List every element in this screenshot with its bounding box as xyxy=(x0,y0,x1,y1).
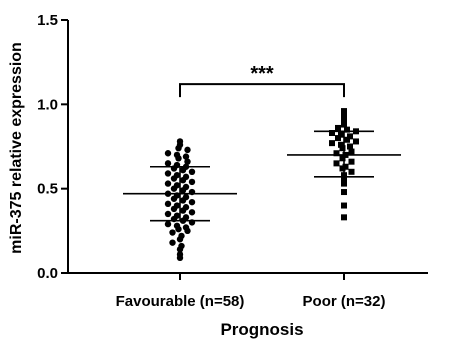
data-point-circle xyxy=(164,200,172,208)
significance-label: *** xyxy=(250,63,274,85)
data-point-square xyxy=(339,155,346,162)
data-point-square xyxy=(338,141,344,148)
data-point-circle xyxy=(170,195,178,202)
data-point-circle xyxy=(170,175,178,182)
data-point-circle xyxy=(169,239,176,246)
y-tick-label: 1.0 xyxy=(37,96,58,113)
data-points xyxy=(164,108,359,262)
data-point-circle xyxy=(164,210,172,218)
data-point-circle xyxy=(164,220,172,228)
data-point-square xyxy=(341,118,347,125)
data-point-circle xyxy=(169,229,176,236)
data-point-circle xyxy=(179,197,187,204)
y-axis-title: miR-375 relative expression xyxy=(8,42,25,254)
data-point-square xyxy=(329,140,335,147)
y-tick-label: 1.5 xyxy=(37,12,58,29)
data-point-circle xyxy=(179,177,187,184)
data-point-square xyxy=(347,143,353,150)
data-point-circle xyxy=(164,160,172,167)
data-point-circle xyxy=(164,170,172,177)
data-point-square xyxy=(344,126,350,133)
data-point-circle xyxy=(182,153,190,160)
y-tick-label: 0.0 xyxy=(37,265,58,282)
x-tick-label: Poor (n=32) xyxy=(303,293,386,310)
data-point-circle xyxy=(179,166,187,174)
data-point-square xyxy=(341,189,347,196)
data-point-square xyxy=(335,135,341,142)
data-point-square xyxy=(333,160,340,167)
data-point-square xyxy=(348,158,355,165)
data-point-square xyxy=(338,131,344,138)
data-point-circle xyxy=(175,144,182,152)
x-tick-label: Favourable (n=58) xyxy=(116,293,245,310)
data-point-circle xyxy=(175,155,182,162)
significance-annotation: *** xyxy=(179,63,345,98)
data-point-circle xyxy=(188,168,196,175)
data-point-square xyxy=(341,202,347,209)
data-point-square xyxy=(341,113,347,120)
x-axis-title: Prognosis xyxy=(220,320,303,339)
data-point-circle xyxy=(184,227,191,235)
data-point-square xyxy=(341,108,347,115)
data-point-circle xyxy=(164,180,172,187)
data-point-circle xyxy=(176,254,184,262)
mean-sd-bars xyxy=(123,130,401,222)
data-point-circle xyxy=(170,185,178,192)
data-point-circle xyxy=(170,205,178,213)
data-point-square xyxy=(341,175,347,182)
data-point-square xyxy=(335,124,341,131)
data-point-square xyxy=(339,145,346,152)
data-point-square xyxy=(347,133,353,140)
data-point-circle xyxy=(188,198,196,206)
data-point-square xyxy=(353,138,359,145)
data-point-square xyxy=(341,214,347,221)
data-point-circle xyxy=(175,225,182,233)
significance-bracket xyxy=(179,83,345,98)
data-point-circle xyxy=(176,236,184,243)
data-point-square xyxy=(341,180,347,187)
data-point-circle xyxy=(184,146,191,154)
data-point-square xyxy=(339,165,346,172)
data-point-square xyxy=(341,121,347,128)
data-point-square xyxy=(348,168,355,175)
data-point-circle xyxy=(164,150,172,157)
data-point-circle xyxy=(179,187,187,194)
data-point-square xyxy=(333,150,340,157)
data-point-circle xyxy=(184,158,191,165)
data-point-circle xyxy=(176,246,184,253)
data-point-square xyxy=(329,130,335,137)
data-point-square xyxy=(348,148,355,155)
x-axis: Favourable (n=58) Poor (n=32) xyxy=(68,272,428,310)
data-point-square xyxy=(344,136,350,143)
data-point-circle xyxy=(179,207,187,214)
y-tick-label: 0.5 xyxy=(37,181,58,198)
data-point-circle xyxy=(188,178,196,186)
data-point-circle xyxy=(188,209,196,216)
y-axis: 0.0 0.5 1.0 1.5 xyxy=(37,12,69,282)
